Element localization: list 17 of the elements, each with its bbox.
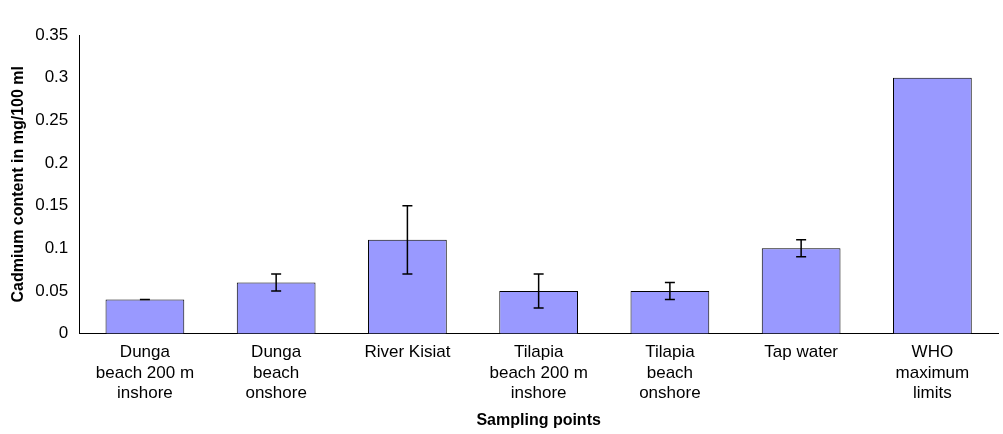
y-tick-label: 0.25 xyxy=(35,110,69,129)
x-tick-label: WHO maximum limits xyxy=(895,342,970,403)
y-tick-label: 0.3 xyxy=(44,67,69,87)
y-tick-label: 0.35 xyxy=(35,24,69,44)
x-axis-title: Sampling points xyxy=(476,410,601,428)
x-tick-label: Tap water xyxy=(764,342,839,362)
y-tick-label: 0.2 xyxy=(44,152,69,172)
y-tick-label: 0.15 xyxy=(35,195,69,215)
x-tick-label: Tilapia beach onshore xyxy=(639,342,701,403)
x-tick-label: Dunga beach 200 m inshore xyxy=(95,342,195,403)
x-tick-label: Dunga beach onshore xyxy=(245,342,307,403)
x-tick-label: River Kisiat xyxy=(364,342,451,362)
y-axis-title: Cadmium content in mg/100 ml xyxy=(9,66,27,303)
y-tick-label: 0 xyxy=(58,323,69,343)
x-tick-label: Tilapia beach 200 m inshore xyxy=(489,342,588,403)
y-tick-label: 0.05 xyxy=(35,280,69,300)
y-tick-label: 0.1 xyxy=(44,237,69,257)
